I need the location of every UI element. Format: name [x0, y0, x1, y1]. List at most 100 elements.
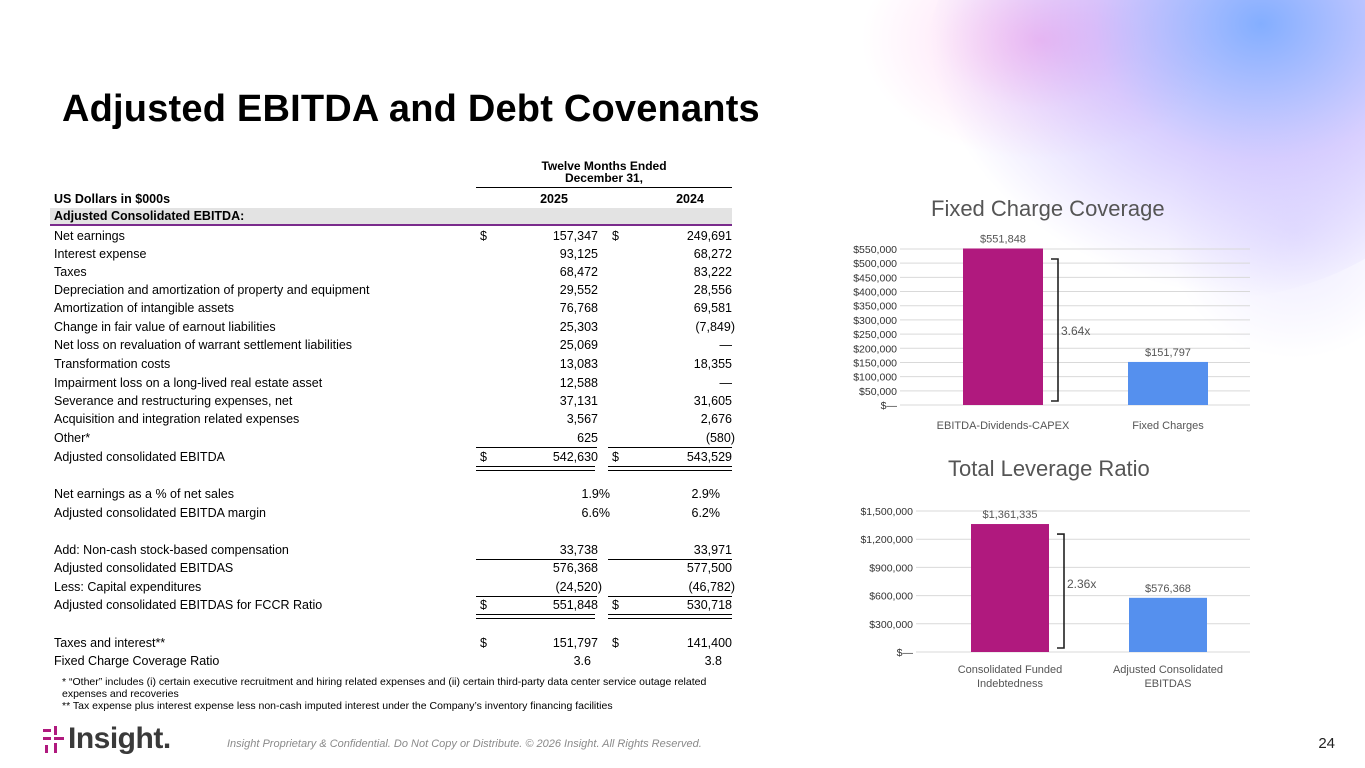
value-2024: 249,691	[686, 229, 732, 243]
total-double-rule	[608, 466, 732, 471]
insight-logo-icon	[43, 726, 64, 753]
table-row: Severance and restructuring expenses, ne…	[50, 392, 735, 410]
x-category-label: Adjusted Consolidated	[1113, 664, 1223, 676]
x-category-label: Consolidated Funded	[958, 664, 1063, 676]
value-2024: 83,222	[693, 265, 732, 279]
col-2025-header: 2025	[540, 192, 568, 206]
table-row: Depreciation and amortization of propert…	[50, 281, 735, 299]
currency-symbol: $	[612, 450, 619, 464]
table-row: Amortization of intangible assets 76,768…	[50, 299, 735, 317]
table-row: Interest expense 93,125 68,272	[50, 245, 735, 263]
value-2025: 6.6%	[581, 506, 611, 520]
value-2025: 3,567	[566, 412, 598, 426]
y-tick-label: $350,000	[853, 301, 897, 313]
total-double-rule	[608, 614, 732, 619]
bar-value-label: $1,361,335	[982, 509, 1037, 521]
total-double-rule	[476, 614, 595, 619]
value-2024: 33,971	[693, 543, 732, 557]
value-2024: 530,718	[686, 598, 732, 612]
x-category-label: Indebtedness	[977, 678, 1044, 690]
bar-value-label: $151,797	[1145, 347, 1191, 359]
value-2025: 151,797	[552, 636, 598, 650]
value-2025: 25,303	[559, 320, 598, 334]
tlr-chart-title: Total Leverage Ratio	[948, 456, 1150, 481]
total-leverage-ratio-chart: $— $300,000 $600,000 $900,000 $1,200,000 $1,5…	[860, 506, 1250, 690]
row-label: Severance and restructuring expenses, ne…	[54, 394, 293, 408]
currency-symbol: $	[612, 598, 619, 612]
value-2024: 577,500	[686, 561, 732, 575]
y-tick-label: $—	[897, 647, 914, 659]
row-label: Adjusted consolidated EBITDA margin	[54, 506, 266, 520]
row-label: Adjusted consolidated EBITDAS	[54, 561, 234, 575]
currency-symbol: $	[480, 636, 487, 650]
value-2025: 551,848	[552, 598, 598, 612]
bar	[971, 524, 1049, 652]
value-2024: 2,676	[700, 412, 732, 426]
y-tick-label: $600,000	[869, 591, 913, 603]
table-row: Impairment loss on a long-lived real est…	[50, 374, 735, 392]
table-row: Change in fair value of earnout liabilit…	[50, 318, 735, 336]
value-2025: 12,588	[559, 376, 598, 390]
y-tick-label: $100,000	[853, 372, 897, 384]
y-tick-label: $200,000	[853, 343, 897, 355]
row-label: Less: Capital expenditures	[54, 580, 202, 594]
subtotal-rule	[608, 596, 732, 597]
bar-value-label: $576,368	[1145, 583, 1191, 595]
subtotal-rule	[476, 596, 597, 597]
currency-symbol: $	[480, 229, 487, 243]
row-label: Fixed Charge Coverage Ratio	[54, 654, 220, 668]
value-2025: 68,472	[559, 265, 598, 279]
insight-logo: Insight.	[40, 722, 180, 758]
value-2025: (24,520)	[555, 580, 602, 594]
fcc-chart-title: Fixed Charge Coverage	[931, 196, 1165, 221]
section-label: Adjusted Consolidated EBITDA:	[54, 209, 245, 223]
table-row: Net loss on revaluation of warrant settl…	[50, 336, 735, 354]
y-tick-label: $300,000	[853, 315, 897, 327]
row-label: Net earnings as a % of net sales	[54, 487, 234, 501]
value-2024: 69,581	[693, 301, 732, 315]
value-2024: —	[719, 376, 733, 390]
row-label: Transformation costs	[54, 357, 171, 371]
footnotes: * “Other” includes (i) certain executive…	[62, 676, 742, 712]
page-number: 24	[1318, 735, 1335, 752]
value-2025: 157,347	[552, 229, 598, 243]
col-2024-header: 2024	[676, 192, 704, 206]
period-header-line1: Twelve Months Ended	[541, 159, 667, 173]
value-2025: 25,069	[559, 338, 598, 352]
ratio-annotation: 3.64x	[1061, 324, 1090, 338]
value-2024: 18,355	[693, 357, 732, 371]
value-2025: 3.6	[573, 654, 591, 668]
table-row: Taxes and interest** $ 151,797 $ 141,400	[50, 634, 735, 652]
value-2025: 76,768	[559, 301, 598, 315]
value-2024: 68,272	[693, 247, 732, 261]
row-label: Change in fair value of earnout liabilit…	[54, 320, 276, 334]
subtotal-rule	[476, 447, 597, 448]
y-tick-label: $50,000	[859, 386, 897, 398]
row-label: Taxes	[54, 265, 87, 279]
y-tick-label: $150,000	[853, 357, 897, 369]
footnote-other: * “Other” includes (i) certain executive…	[62, 676, 707, 700]
value-2025: 625	[577, 431, 598, 445]
ratio-bracket	[1051, 258, 1059, 402]
fixed-charge-coverage-chart: $— $50,000 $100,000 $150,000 $200,000 $250,00…	[853, 233, 1250, 432]
row-label: Depreciation and amortization of propert…	[54, 283, 370, 297]
table-row: Transformation costs 13,083 18,355	[50, 355, 735, 373]
logo-wordmark: Insight.	[68, 722, 171, 755]
bar	[1129, 597, 1207, 652]
footnote-taxes: ** Tax expense plus interest expense les…	[62, 700, 613, 712]
ratio-bracket	[1057, 533, 1065, 649]
y-tick-label: $—	[881, 400, 898, 412]
row-label: Acquisition and integration related expe…	[54, 412, 300, 426]
table-row: Fixed Charge Coverage Ratio 3.6 3.8	[50, 652, 735, 670]
row-label: Adjusted consolidated EBITDA	[54, 450, 225, 464]
value-2025: 37,131	[559, 394, 598, 408]
total-double-rule	[476, 466, 595, 471]
value-2024: (46,782)	[688, 580, 735, 594]
currency-symbol: $	[480, 598, 487, 612]
table-row: Adjusted consolidated EBITDA margin 6.6%…	[50, 504, 735, 522]
value-2024: 28,556	[693, 283, 732, 297]
y-tick-label: $900,000	[869, 562, 913, 574]
currency-symbol: $	[612, 636, 619, 650]
value-2025: 93,125	[559, 247, 598, 261]
y-tick-label: $450,000	[853, 272, 897, 284]
